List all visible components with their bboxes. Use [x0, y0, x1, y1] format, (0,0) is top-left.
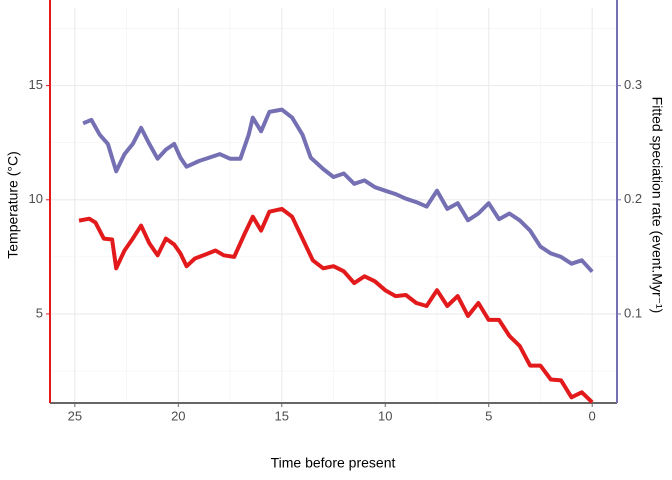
series-line: [82, 107, 594, 274]
series-line: [78, 206, 594, 404]
y-tick-label: 15: [29, 77, 43, 92]
x-tick-label: 15: [275, 408, 289, 423]
y-axis-title: Temperature (°C): [5, 151, 21, 259]
y-tick-label: 10: [29, 191, 43, 206]
y2-tick-label: 0.2: [624, 191, 642, 206]
y2-axis-title: Fitted speciation rate (event.Myr⁻¹): [649, 97, 665, 314]
x-tick-label: 10: [378, 408, 392, 423]
y-tick-label: 5: [36, 305, 43, 320]
x-tick-label: 25: [68, 408, 82, 423]
x-axis-title: Time before present: [271, 455, 396, 471]
x-tick-label: 20: [171, 408, 185, 423]
y2-tick-label: 0.1: [624, 305, 642, 320]
x-tick-label: 5: [485, 408, 492, 423]
y2-tick-label: 0.3: [624, 77, 642, 92]
x-tick-label: 0: [589, 408, 596, 423]
